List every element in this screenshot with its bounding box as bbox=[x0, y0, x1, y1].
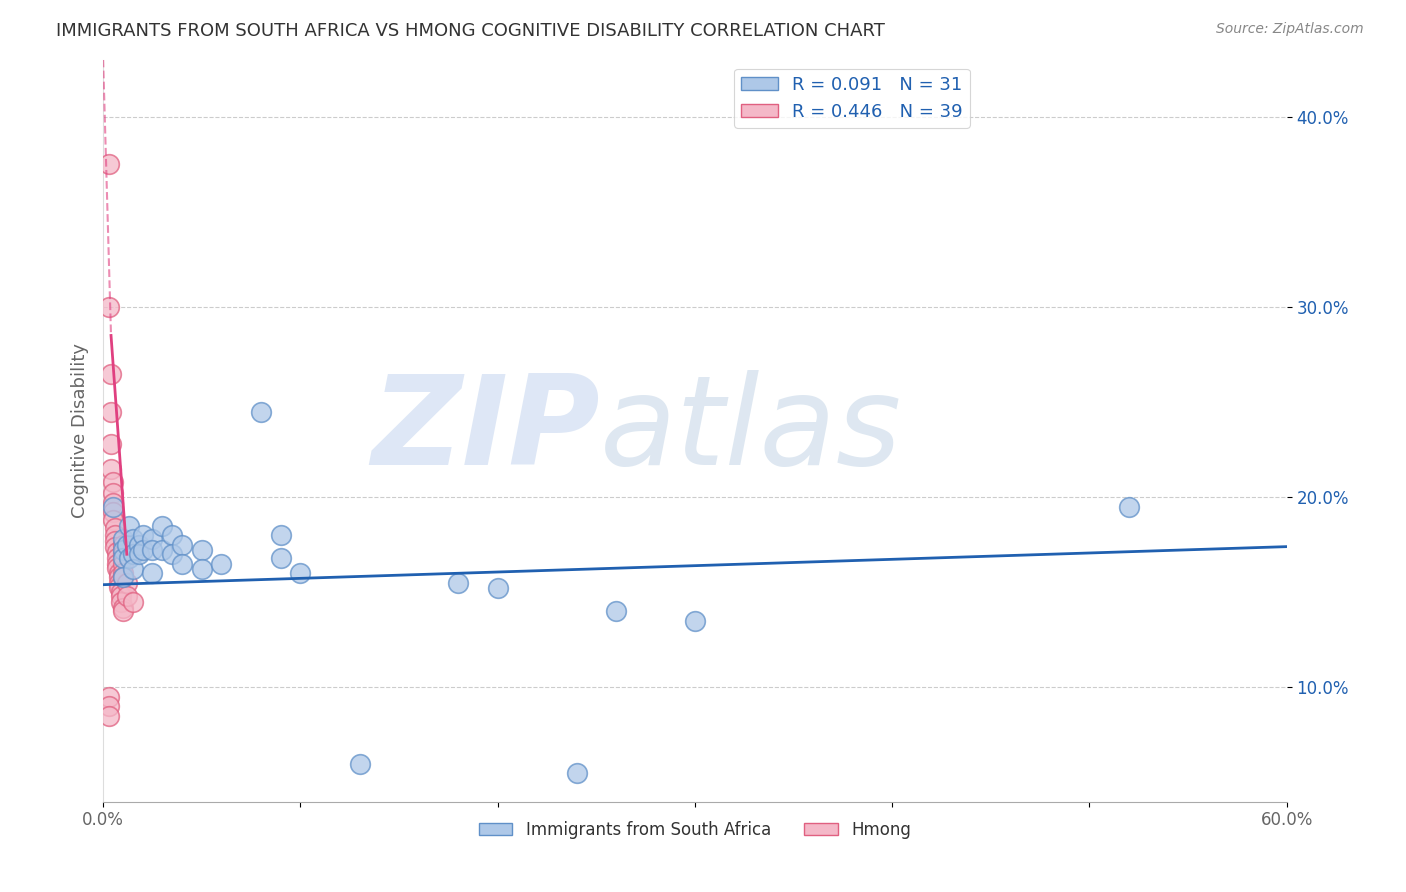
Point bbox=[121, 547, 143, 561]
Point bbox=[101, 513, 124, 527]
Point bbox=[211, 557, 233, 571]
Point bbox=[108, 566, 131, 581]
Point bbox=[98, 709, 121, 723]
Point bbox=[104, 540, 127, 554]
Point bbox=[118, 551, 141, 566]
Point bbox=[110, 589, 132, 603]
Point bbox=[141, 566, 163, 581]
Point bbox=[160, 547, 183, 561]
Point bbox=[250, 404, 273, 418]
Point bbox=[108, 580, 131, 594]
Point bbox=[98, 300, 121, 314]
Point bbox=[101, 475, 124, 489]
Point bbox=[105, 557, 128, 571]
Point bbox=[150, 543, 173, 558]
Point bbox=[121, 562, 143, 576]
Point bbox=[105, 545, 128, 559]
Text: Source: ZipAtlas.com: Source: ZipAtlas.com bbox=[1216, 22, 1364, 37]
Point bbox=[98, 699, 121, 714]
Point bbox=[486, 582, 509, 596]
Point bbox=[683, 614, 706, 628]
Point bbox=[111, 604, 134, 618]
Point bbox=[141, 543, 163, 558]
Point bbox=[100, 461, 122, 475]
Text: ZIP: ZIP bbox=[371, 370, 600, 491]
Point bbox=[111, 570, 134, 584]
Point bbox=[128, 538, 150, 552]
Point bbox=[349, 756, 371, 771]
Point bbox=[108, 570, 131, 584]
Point bbox=[101, 500, 124, 514]
Point bbox=[110, 595, 132, 609]
Point bbox=[170, 557, 193, 571]
Point bbox=[105, 560, 128, 574]
Point bbox=[447, 575, 470, 590]
Legend: Immigrants from South Africa, Hmong: Immigrants from South Africa, Hmong bbox=[472, 814, 918, 846]
Point bbox=[160, 528, 183, 542]
Point bbox=[565, 766, 588, 780]
Point bbox=[111, 566, 134, 581]
Point bbox=[104, 528, 127, 542]
Point bbox=[115, 538, 138, 552]
Point bbox=[270, 528, 292, 542]
Point bbox=[104, 533, 127, 548]
Point bbox=[110, 585, 132, 599]
Point bbox=[150, 518, 173, 533]
Point bbox=[170, 538, 193, 552]
Point bbox=[111, 600, 134, 615]
Point bbox=[141, 532, 163, 546]
Point bbox=[190, 562, 212, 576]
Point bbox=[98, 690, 121, 704]
Point bbox=[111, 570, 134, 584]
Point bbox=[290, 566, 312, 581]
Point bbox=[98, 157, 121, 171]
Point bbox=[115, 589, 138, 603]
Text: atlas: atlas bbox=[600, 370, 903, 491]
Point bbox=[111, 557, 134, 571]
Point bbox=[1118, 500, 1140, 514]
Point bbox=[101, 496, 124, 510]
Text: IMMIGRANTS FROM SOUTH AFRICA VS HMONG COGNITIVE DISABILITY CORRELATION CHART: IMMIGRANTS FROM SOUTH AFRICA VS HMONG CO… bbox=[56, 22, 886, 40]
Point bbox=[111, 551, 134, 566]
Point bbox=[121, 532, 143, 546]
Point bbox=[100, 437, 122, 451]
Point bbox=[121, 595, 143, 609]
Point bbox=[111, 532, 134, 546]
Y-axis label: Cognitive Disability: Cognitive Disability bbox=[72, 343, 89, 518]
Point bbox=[131, 528, 153, 542]
Point bbox=[118, 518, 141, 533]
Point bbox=[100, 404, 122, 418]
Point bbox=[270, 551, 292, 566]
Point bbox=[104, 520, 127, 534]
Point bbox=[190, 543, 212, 558]
Point bbox=[101, 505, 124, 519]
Point bbox=[111, 547, 134, 561]
Point bbox=[111, 543, 134, 558]
Point bbox=[100, 367, 122, 381]
Point bbox=[101, 486, 124, 500]
Point bbox=[108, 575, 131, 590]
Point bbox=[131, 543, 153, 558]
Point bbox=[105, 551, 128, 566]
Point bbox=[111, 538, 134, 552]
Point bbox=[115, 575, 138, 590]
Point bbox=[128, 547, 150, 561]
Point bbox=[605, 604, 627, 618]
